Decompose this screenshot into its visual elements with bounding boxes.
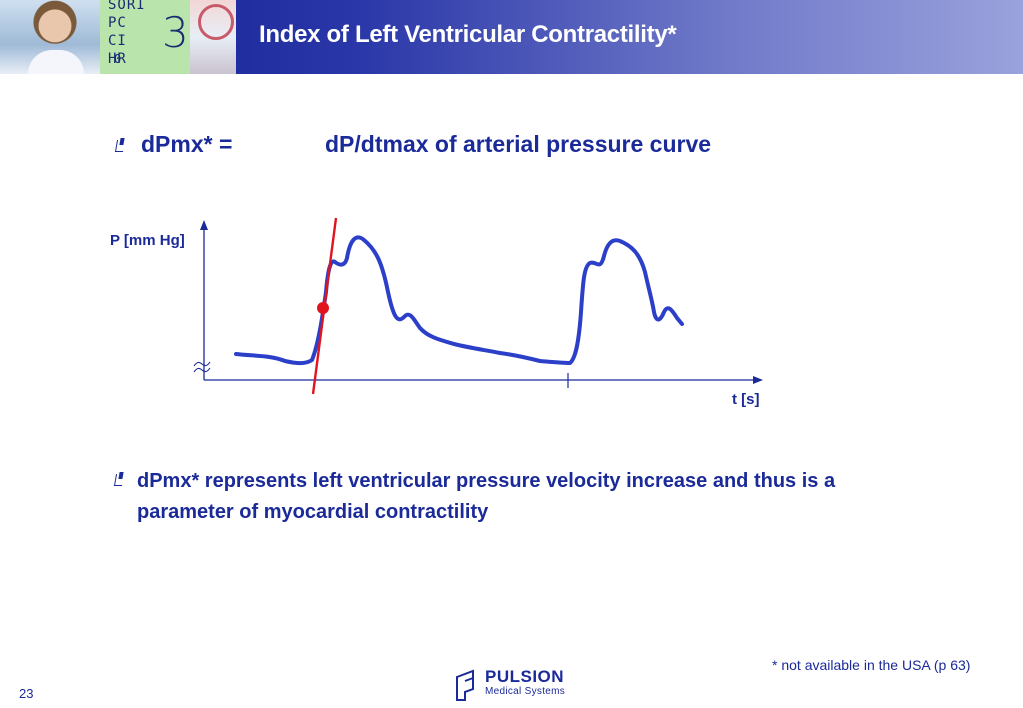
x-axis-arrow <box>753 376 763 384</box>
page-title: Index of Left Ventricular Contractility* <box>259 21 677 48</box>
axes <box>193 220 763 388</box>
y-axis-arrow <box>200 220 208 230</box>
definition-text: dP/dtmax of arterial pressure curve <box>325 131 712 157</box>
axis-break-mark <box>193 361 211 373</box>
monitor-number: 3 <box>162 8 189 57</box>
logo-name: PULSION <box>485 667 565 686</box>
monitor-lines: SORI PC CI HR <box>108 0 146 67</box>
logo-subtitle: Medical Systems <box>485 686 566 697</box>
pulsion-logo: PULSION Medical Systems <box>453 667 583 701</box>
doctor-coat <box>28 50 84 74</box>
device-photo <box>190 0 236 74</box>
header-bar: SORI PC CI HR 3 0 Index of Left Ventricu… <box>0 0 1023 74</box>
explanation-line-1: dPmx* represents left ventricular pressu… <box>137 470 836 492</box>
page-number: 23 <box>19 686 34 701</box>
pressure-curve <box>234 235 684 366</box>
y-axis-label: P [mm Hg] <box>110 232 185 249</box>
doctor-photo <box>0 0 100 74</box>
tangent-line <box>311 217 338 395</box>
explanation-line-2: parameter of myocardial contractility <box>137 501 489 523</box>
pulsion-logo-icon <box>456 669 474 701</box>
monitor-display: SORI PC CI HR 3 0 <box>100 0 190 74</box>
monitor-zero: 0 <box>114 52 122 66</box>
footnote: * not available in the USA (p 63) <box>772 657 971 673</box>
bullet-icon <box>113 472 125 486</box>
x-axis-label: t [s] <box>732 391 760 408</box>
bullet-icon <box>114 138 126 152</box>
definition-term: dPmx* = <box>141 131 233 157</box>
explanation-text: dPmx* represents left ventricular pressu… <box>137 466 917 528</box>
max-slope-point <box>317 302 329 314</box>
